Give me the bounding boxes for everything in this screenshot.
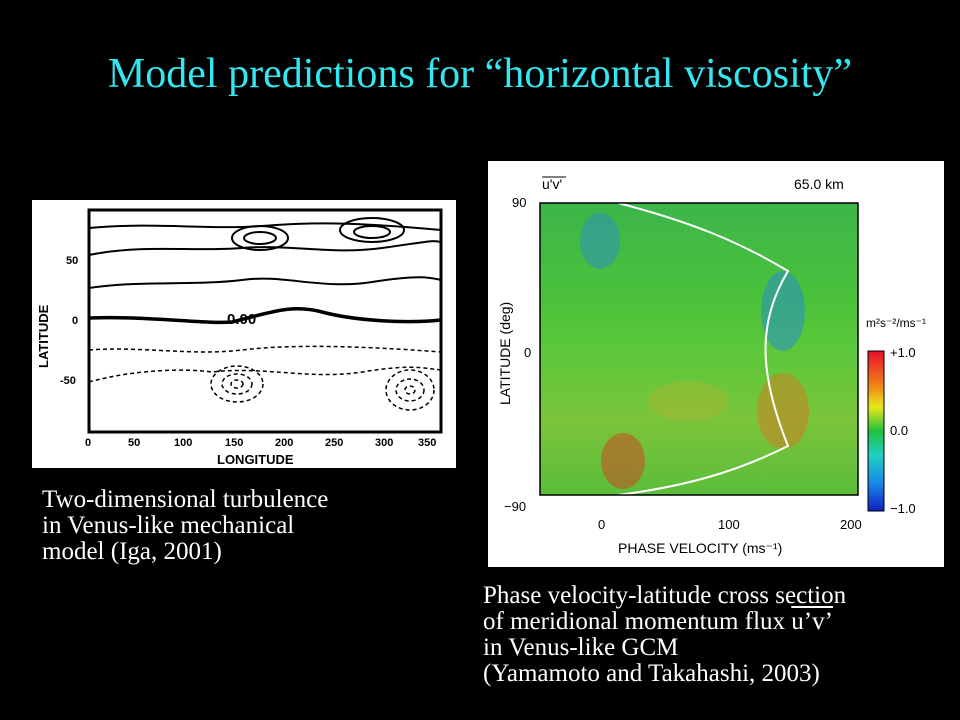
positive-flux-patch xyxy=(601,433,645,489)
zonal-wind-profile xyxy=(617,202,790,496)
contour-line xyxy=(88,240,442,256)
flux-symbol: u’v’ xyxy=(791,608,833,635)
y-tick-label: -50 xyxy=(60,375,76,387)
contour-loop xyxy=(243,231,277,245)
colorbar-tick: +1.0 xyxy=(890,345,916,360)
y-tick-label: 0 xyxy=(72,315,78,327)
contour-label: 0.00 xyxy=(227,311,256,328)
x-axis-label: PHASE VELOCITY (ms⁻¹) xyxy=(618,540,782,556)
contour-plot: 0.00 50 0 -50 0 50 100 150 200 250 300 3… xyxy=(36,208,443,467)
x-axis-label: LONGITUDE xyxy=(217,452,294,467)
x-tick-label: 300 xyxy=(375,437,393,449)
negative-flux-patch xyxy=(761,271,805,351)
x-tick-label: 100 xyxy=(174,437,192,449)
dashed-contour xyxy=(88,345,442,353)
contour-loop xyxy=(353,225,391,239)
dashed-contour xyxy=(404,385,416,395)
altitude-label: 65.0 km xyxy=(794,176,844,192)
positive-flux-patch xyxy=(648,381,728,421)
y-axis-label: LATITUDE xyxy=(36,304,51,368)
y-tick-label: 50 xyxy=(66,255,78,267)
caption-line: of meridional momentum flux u’v’ xyxy=(483,609,846,635)
plot-frame xyxy=(539,202,859,496)
y-tick-label: 0 xyxy=(524,345,531,360)
colorbar-tick: −1.0 xyxy=(890,501,916,516)
y-axis-label: LATITUDE (deg) xyxy=(497,302,513,405)
negative-flux-patch xyxy=(580,213,620,269)
caption-line: Two-dimensional turbulence xyxy=(42,486,329,513)
dashed-contour xyxy=(88,366,442,383)
corner-label: u'v' xyxy=(542,176,562,192)
x-tick-label: 150 xyxy=(225,437,243,449)
contour-figure: 0.00 50 0 -50 0 50 100 150 200 250 300 3… xyxy=(32,200,456,468)
dashed-contour xyxy=(385,369,435,411)
left-figure-caption: Two-dimensional turbulence in Venus-like… xyxy=(42,487,328,565)
contour-loop xyxy=(339,217,405,243)
slide-title: Model predictions for “horizontal viscos… xyxy=(107,51,853,97)
dashed-contour xyxy=(221,373,253,395)
x-tick-label: 50 xyxy=(128,437,140,449)
caption-line: (Yamamoto and Takahashi, 2003) xyxy=(483,660,820,687)
positive-flux-patch xyxy=(757,373,809,449)
x-tick-label: 350 xyxy=(418,437,436,449)
colorbar xyxy=(867,350,885,512)
y-tick-label: 90 xyxy=(512,195,526,210)
dashed-contour xyxy=(395,378,425,402)
colorbar-unit: m²s⁻²/ms⁻¹ xyxy=(866,316,926,330)
colorbar-tick: 0.0 xyxy=(890,423,908,438)
x-tick-label: 100 xyxy=(718,517,740,532)
right-figure-caption: Phase velocity-latitude cross section of… xyxy=(483,583,846,687)
caption-text: of meridional momentum flux xyxy=(483,608,792,635)
dashed-contour xyxy=(230,379,244,389)
x-tick-label: 200 xyxy=(275,437,293,449)
caption-line: Phase velocity-latitude cross section xyxy=(483,582,847,609)
caption-line: model (Iga, 2001) xyxy=(42,538,222,565)
contour-loop xyxy=(231,225,289,251)
caption-line: in Venus-like GCM xyxy=(483,634,679,661)
y-tick-label: −90 xyxy=(504,499,526,514)
x-tick-label: 250 xyxy=(325,437,343,449)
flux-cross-section-plot: +1.0 0.0 −1.0 m²s⁻²/ms⁻¹ u'v' 65.0 km 90… xyxy=(497,176,926,556)
x-tick-label: 0 xyxy=(598,517,605,532)
flux-figure: +1.0 0.0 −1.0 m²s⁻²/ms⁻¹ u'v' 65.0 km 90… xyxy=(488,161,944,567)
contour-zero-line xyxy=(88,306,442,325)
dashed-contour xyxy=(210,365,264,403)
x-tick-label: 0 xyxy=(85,437,91,449)
contour-line xyxy=(88,276,442,289)
x-tick-label: 200 xyxy=(840,517,862,532)
caption-line: in Venus-like mechanical xyxy=(42,512,295,539)
